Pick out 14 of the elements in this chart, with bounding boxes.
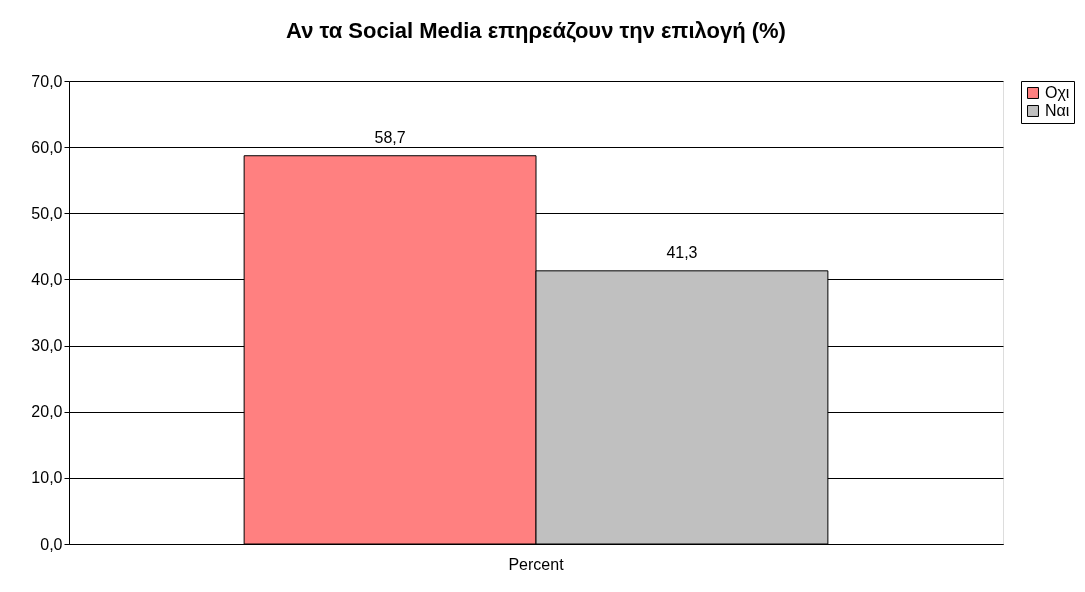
y-tick-label: 20,0 <box>31 403 63 421</box>
y-tick-label: 40,0 <box>31 270 63 288</box>
x-tick-label: Percent <box>508 555 565 573</box>
legend-label: Ναι <box>1045 102 1070 119</box>
chart-title: Αν τα Social Media επηρεάζουν την επιλογή (%) <box>286 18 786 43</box>
y-tick-label: 60,0 <box>31 138 63 156</box>
y-tick-label: 0,0 <box>40 535 63 553</box>
y-tick-label: 50,0 <box>31 204 63 222</box>
y-tick-label: 10,0 <box>31 469 63 487</box>
data-label: 41,3 <box>666 243 698 261</box>
data-label: 58,7 <box>374 128 406 146</box>
legend-label: Οχι <box>1045 84 1070 101</box>
y-tick-label: 30,0 <box>31 337 63 355</box>
y-tick-label: 70,0 <box>31 72 63 90</box>
